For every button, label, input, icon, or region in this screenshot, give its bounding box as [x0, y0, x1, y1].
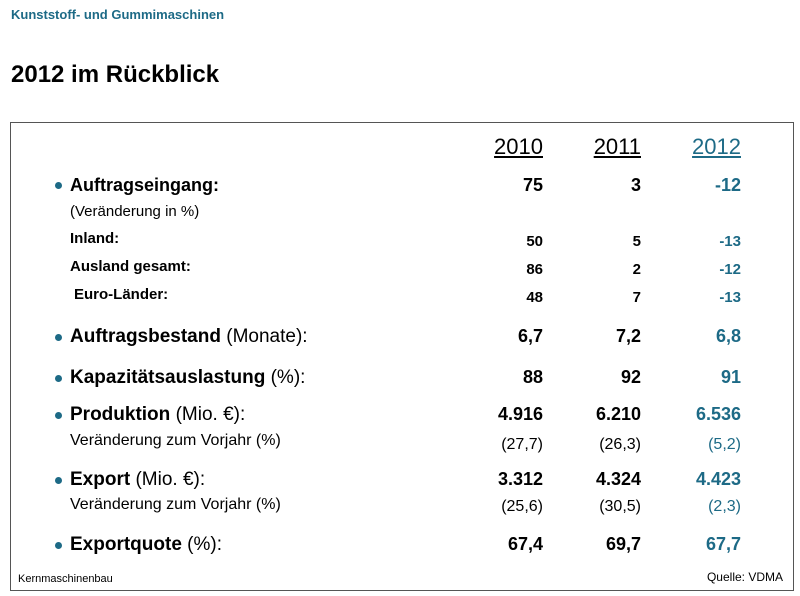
- cell-value: 91: [720, 367, 741, 387]
- cell-value: 48: [526, 289, 543, 306]
- label-term: Auftragsbestand: [70, 326, 221, 347]
- cell-value: 92: [620, 367, 641, 387]
- row-label: Inland:: [70, 231, 119, 246]
- bullet: [55, 541, 62, 549]
- label-term: Exportquote: [70, 534, 182, 555]
- cell-value: 6,8: [715, 326, 741, 346]
- label-detail: Veränderung zum Vorjahr (%): [70, 496, 281, 513]
- cell-value: 6.210: [595, 404, 641, 424]
- row-label: Auftragsbestand (Monate):: [70, 327, 308, 346]
- cell-value: 67,7: [705, 534, 741, 554]
- cell-value: -13: [719, 233, 741, 250]
- column-header: 2010: [494, 134, 543, 159]
- row-label: Euro-Länder:: [74, 287, 168, 302]
- label-detail: Veränderung zum Vorjahr (%): [70, 432, 281, 449]
- label-detail: (Veränderung in %): [70, 203, 200, 220]
- cell-value: 3: [630, 175, 641, 195]
- label-term: Auftragseingang:: [70, 175, 220, 195]
- row-label: Exportquote (%):: [70, 535, 222, 554]
- label-term: Kapazitätsauslastung: [70, 367, 266, 388]
- cell-value: 86: [526, 261, 543, 278]
- cell-value: 7: [632, 289, 641, 306]
- label-term: Euro-Länder:: [74, 286, 169, 303]
- cell-value: 69,7: [605, 534, 641, 554]
- column-header: 2011: [593, 134, 641, 159]
- cell-value: (30,5): [599, 498, 641, 515]
- bullet: [55, 182, 62, 189]
- bullet: [55, 411, 62, 419]
- row-label: Ausland gesamt:: [70, 259, 191, 274]
- cell-value: (27,7): [501, 436, 543, 453]
- cell-value: 3.312: [497, 469, 543, 489]
- row-label: Export (Mio. €):: [70, 470, 205, 489]
- cell-value: 88: [522, 367, 543, 387]
- cell-value: 75: [522, 175, 543, 195]
- cell-value: 6.536: [695, 404, 741, 424]
- cell-value: -13: [719, 289, 741, 306]
- label-detail: (%):: [187, 534, 222, 555]
- label-term: Inland:: [70, 230, 120, 247]
- table-frame: [10, 122, 794, 591]
- row-label: Veränderung zum Vorjahr (%): [70, 497, 281, 513]
- cell-value: 50: [526, 233, 543, 250]
- bullet: [55, 476, 62, 484]
- cell-value: 4.423: [695, 469, 741, 489]
- label-detail: (%):: [270, 367, 306, 388]
- cell-value: -12: [719, 261, 741, 278]
- cell-value: 6,7: [517, 326, 543, 346]
- column-header: 2012: [692, 134, 741, 159]
- cell-value: 67,4: [507, 534, 543, 554]
- cell-value: 4.324: [595, 469, 641, 489]
- cell-value: (2,3): [708, 498, 741, 515]
- slide-title: 2012 im Rückblick: [11, 61, 220, 88]
- cell-value: (5,2): [708, 436, 741, 453]
- section-title: Kunststoff- und Gummimaschinen: [11, 7, 225, 22]
- row-label: Auftragseingang:: [70, 176, 219, 194]
- label-term: Export: [70, 469, 131, 490]
- row-label: Veränderung zum Vorjahr (%): [70, 433, 281, 449]
- cell-value: 4.916: [497, 404, 543, 424]
- label-term: Ausland gesamt:: [70, 258, 191, 275]
- cell-value: 7,2: [615, 326, 641, 346]
- cell-value: 5: [632, 233, 641, 250]
- bullet: [55, 374, 62, 382]
- row-label: (Veränderung in %): [70, 204, 199, 219]
- row-label: Kapazitätsauslastung (%):: [70, 368, 305, 387]
- row-label: Produktion (Mio. €):: [70, 405, 245, 424]
- bullet: [55, 333, 62, 341]
- cell-value: 2: [632, 261, 641, 278]
- label-detail: (Mio. €):: [135, 469, 206, 490]
- label-detail: (Monate):: [226, 326, 308, 347]
- footer-source: Quelle: VDMA: [706, 570, 783, 584]
- label-term: Produktion: [70, 404, 171, 425]
- cell-value: -12: [714, 175, 741, 195]
- cell-value: (26,3): [599, 436, 641, 453]
- label-detail: (Mio. €):: [175, 404, 246, 425]
- footer-note: Kernmaschinenbau: [18, 573, 113, 585]
- cell-value: (25,6): [501, 498, 543, 515]
